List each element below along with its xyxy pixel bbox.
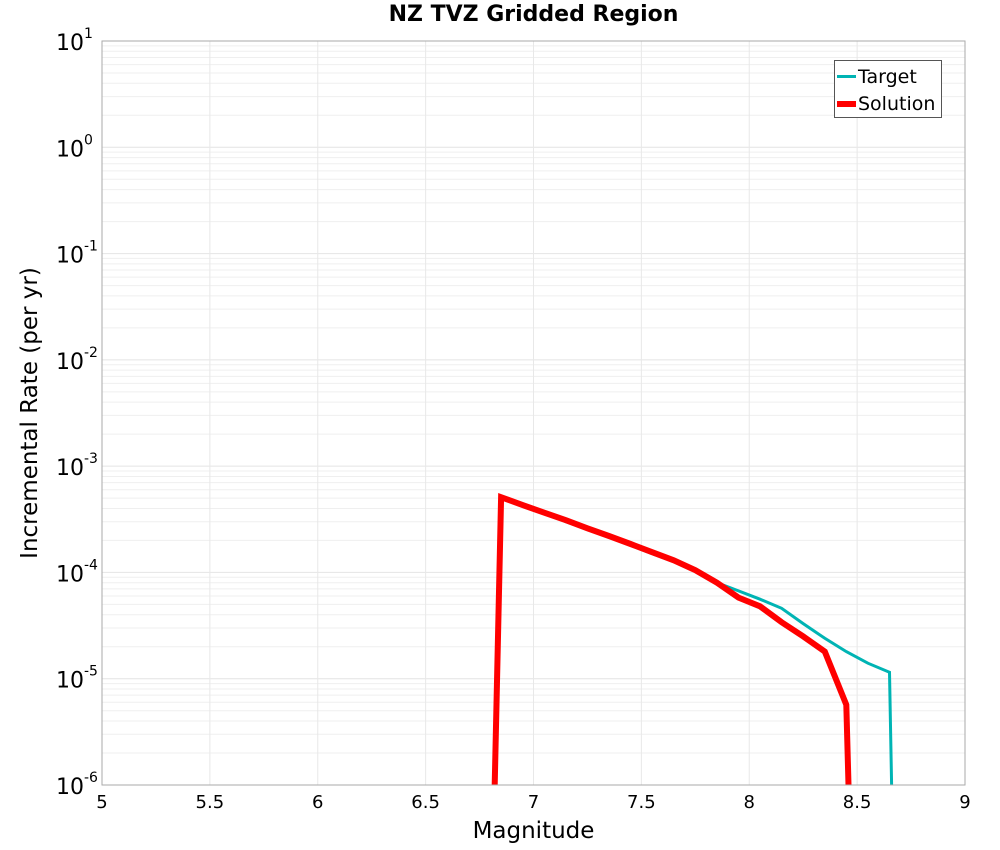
y-tick-label: 10-3 (56, 451, 98, 481)
legend-swatch-solution (837, 100, 856, 107)
series-target (493, 495, 894, 786)
x-axis-label: Magnitude (472, 818, 595, 844)
series-solution (491, 492, 852, 786)
x-tick-label: 6 (312, 792, 323, 813)
y-tick-label: 10-6 (56, 770, 98, 800)
x-tick-label: 8.5 (843, 792, 872, 813)
legend-swatch-target (837, 75, 856, 78)
plot-frame (101, 40, 966, 786)
y-tick-label: 101 (56, 26, 93, 56)
x-tick-label: 5.5 (196, 792, 225, 813)
y-tick-label: 100 (56, 132, 93, 162)
y-axis-label: Incremental Rate (per yr) (17, 267, 43, 559)
x-axis-ticks: 5 5.5 6 6.5 7 7.5 8 8.5 9 (96, 792, 970, 813)
legend-label: Solution (858, 92, 936, 115)
chart-title: NZ TVZ Gridded Region (388, 2, 679, 27)
x-tick-label: 6.5 (411, 792, 440, 813)
legend-item-solution: Solution (837, 90, 941, 117)
legend-label: Target (858, 65, 917, 88)
y-tick-label: 10-2 (56, 345, 98, 375)
x-tick-label: 8 (744, 792, 755, 813)
legend: Target Solution (834, 60, 942, 118)
y-tick-label: 10-5 (56, 664, 98, 694)
x-tick-label: 7.5 (627, 792, 656, 813)
data-series (491, 492, 894, 786)
legend-item-target: Target (837, 63, 941, 90)
y-tick-label: 10-4 (56, 557, 98, 587)
x-tick-label: 9 (959, 792, 970, 813)
x-tick-label: 7 (528, 792, 539, 813)
y-axis-ticks: 101 100 10-1 10-2 10-3 10-4 10-5 10-6 (56, 26, 98, 800)
x-tick-label: 5 (96, 792, 107, 813)
y-tick-label: 10-1 (56, 239, 98, 269)
